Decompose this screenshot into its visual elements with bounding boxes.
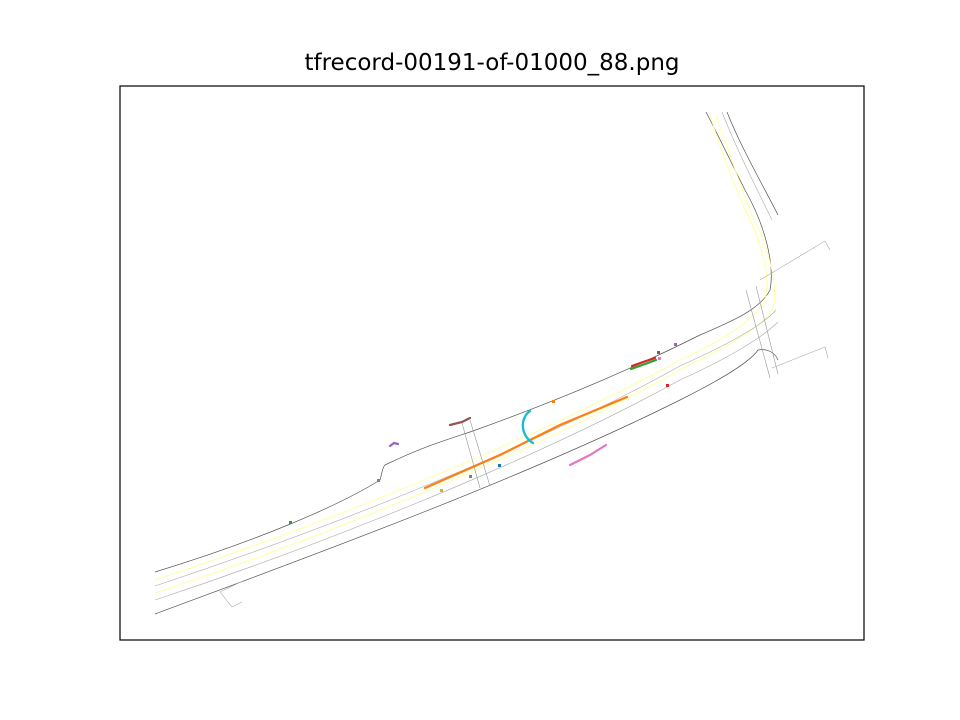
agent-marker-orange <box>552 400 555 403</box>
agent-marker-olive <box>440 489 443 492</box>
stub-road-ne <box>759 240 831 281</box>
agent-marker-gray <box>377 479 380 482</box>
agent-marker-purple <box>674 343 677 346</box>
agent-marker-green <box>289 521 292 524</box>
road-network <box>154 111 831 615</box>
crosswalk-mid <box>461 419 491 489</box>
lane-boundary-2 <box>154 309 777 587</box>
trajectory-green <box>629 358 658 371</box>
trajectory-brown <box>448 416 472 427</box>
road-edge-north <box>154 111 772 573</box>
lane-center-2 <box>154 114 768 581</box>
figure-title: tfrecord-00191-of-01000_88.png <box>304 50 680 76</box>
stub-road-sw <box>219 579 246 608</box>
trajectory-orange <box>423 395 629 490</box>
lane-center-1 <box>154 114 775 594</box>
lane-boundary-3 <box>721 111 773 221</box>
road-edge-ne <box>726 111 779 216</box>
agent-marker-pink <box>658 357 661 360</box>
trajectory-purple <box>388 441 400 448</box>
trajectory-pink <box>568 443 608 467</box>
road-edge-south <box>154 349 779 615</box>
lane-boundary-1 <box>154 321 779 601</box>
agent-marker-brown <box>657 351 660 354</box>
agent-marker-blue <box>498 464 501 467</box>
plot-frame <box>119 85 865 641</box>
agent-marker-red <box>666 384 669 387</box>
agent-marker-gray-2 <box>469 475 472 478</box>
crosswalk-east <box>745 285 779 379</box>
stub-road-se <box>771 346 829 369</box>
trajectory-cyan <box>521 409 535 445</box>
agent-points <box>289 343 677 524</box>
agent-trajectories <box>388 356 658 490</box>
trajectory-red <box>630 356 657 368</box>
